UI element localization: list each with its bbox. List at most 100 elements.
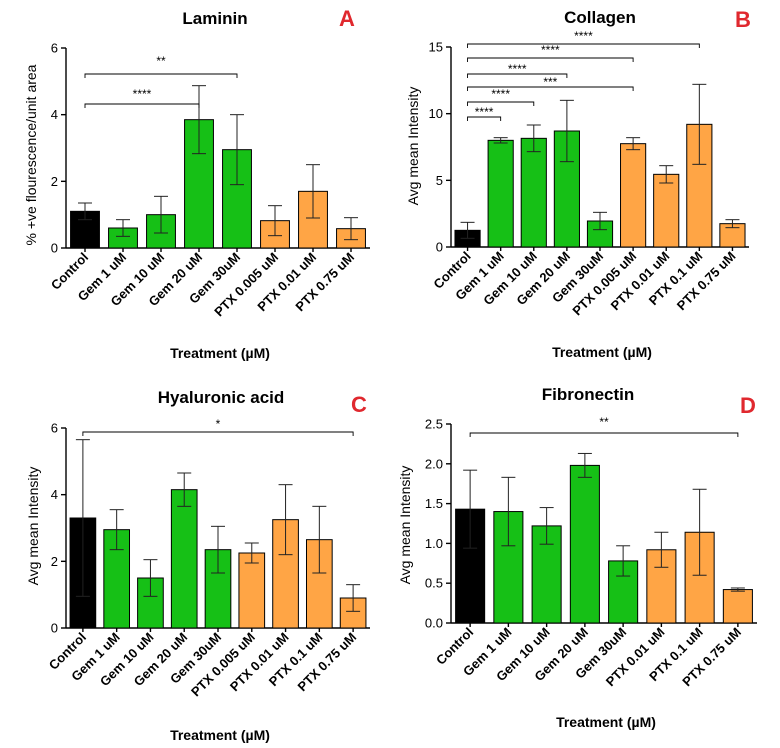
y-axis-label: Avg mean Intensity xyxy=(405,87,421,206)
significance-label: **** xyxy=(491,87,510,101)
y-tick-label: 5 xyxy=(436,173,443,188)
bar xyxy=(569,464,600,624)
bar xyxy=(620,143,647,248)
significance-bracket: **** xyxy=(84,87,200,108)
error-bar xyxy=(463,469,478,549)
y-tick-label: 2.5 xyxy=(425,417,443,432)
error-bar xyxy=(143,559,158,597)
bar xyxy=(520,137,547,248)
significance-label: *** xyxy=(543,75,557,89)
error-bar xyxy=(346,584,361,612)
error-bar xyxy=(78,202,92,221)
y-tick-label: 6 xyxy=(51,421,58,436)
y-axis-label: % +ve flourescence/unit area xyxy=(23,64,39,245)
x-axis-label: Treatment (µM) xyxy=(552,344,652,360)
bar xyxy=(487,139,514,248)
y-tick-label: 0.5 xyxy=(425,576,443,591)
chart-title: Hyaluronic acid xyxy=(158,388,285,407)
error-bar xyxy=(493,137,508,144)
y-tick-label: 1.5 xyxy=(425,496,443,511)
y-tick-label: 1.0 xyxy=(425,536,443,551)
panel-letter: A xyxy=(339,6,355,31)
y-tick-label: 4 xyxy=(51,107,58,122)
error-bar xyxy=(306,164,320,219)
chart-title: Laminin xyxy=(182,9,247,28)
significance-bracket: ** xyxy=(84,54,238,78)
panel-letter: C xyxy=(351,392,367,417)
significance-label: **** xyxy=(508,62,527,76)
chart-title: Collagen xyxy=(564,8,636,27)
y-tick-label: 15 xyxy=(429,40,443,55)
error-bar xyxy=(154,195,168,234)
y-tick-label: 2.0 xyxy=(425,456,443,471)
y-tick-label: 0 xyxy=(51,621,58,636)
chart-panel-c: Hyaluronic acid C Avg mean Intensity Treatm… xyxy=(25,388,370,743)
significance-label: **** xyxy=(541,43,560,57)
error-bar xyxy=(692,83,707,165)
significance-bracket: **** xyxy=(467,62,568,78)
y-tick-label: 2 xyxy=(51,554,58,569)
error-bar xyxy=(526,124,541,153)
y-tick-label: 10 xyxy=(429,106,443,121)
x-axis-label: Treatment (µM) xyxy=(170,727,270,743)
y-axis-label: Avg mean Intensity xyxy=(25,467,41,586)
significance-bracket: **** xyxy=(467,29,700,48)
bar xyxy=(238,552,266,629)
error-bar xyxy=(109,509,124,551)
error-bar xyxy=(501,476,516,547)
significance-label: ** xyxy=(156,54,166,68)
error-bar xyxy=(211,525,225,574)
significance-bracket: ** xyxy=(469,415,739,437)
error-bar xyxy=(539,507,554,545)
error-bar xyxy=(616,545,631,577)
x-axis-label: Treatment (µM) xyxy=(556,714,656,730)
bar xyxy=(653,173,680,248)
error-bar xyxy=(116,219,130,237)
error-bar xyxy=(725,219,740,229)
x-axis-label: Treatment (µM) xyxy=(170,345,270,361)
error-bar xyxy=(230,114,244,186)
chart-title: Fibronectin xyxy=(542,385,635,404)
significance-label: **** xyxy=(133,87,152,101)
y-axis-label: Avg mean Intensity xyxy=(397,466,413,585)
panel-letter: B xyxy=(735,7,751,32)
error-bar xyxy=(177,472,192,507)
error-bar xyxy=(268,205,282,237)
significance-bracket: **** xyxy=(467,105,502,121)
significance-bracket: **** xyxy=(467,87,535,106)
error-bar xyxy=(692,488,707,576)
significance-bracket: **** xyxy=(467,43,634,62)
significance-bracket: * xyxy=(82,417,354,436)
y-tick-label: 0.0 xyxy=(425,616,443,631)
error-bar xyxy=(244,542,259,564)
bar xyxy=(170,489,198,629)
bar xyxy=(608,560,639,624)
error-bar xyxy=(654,531,669,568)
significance-label: ** xyxy=(599,415,609,429)
y-tick-label: 6 xyxy=(51,41,58,56)
significance-label: * xyxy=(216,417,221,431)
y-tick-label: 2 xyxy=(51,174,58,189)
chart-panel-a: Laminin A % +ve flourescence/unit area Trea… xyxy=(23,6,370,361)
error-bar xyxy=(75,439,90,597)
y-tick-label: 4 xyxy=(51,487,58,502)
error-bar xyxy=(626,137,641,151)
error-bar xyxy=(559,99,574,163)
error-bar xyxy=(593,211,607,231)
y-tick-label: 0 xyxy=(51,241,58,256)
bar xyxy=(722,589,753,624)
error-bar xyxy=(577,452,592,478)
chart-panel-b: Collagen B Avg mean Intensity Treatment (µM… xyxy=(405,7,751,360)
error-bar xyxy=(460,221,475,239)
error-bar xyxy=(344,217,358,241)
significance-bracket: *** xyxy=(467,75,634,91)
chart-panel-d: Fibronectin D Avg mean Intensity Treatment … xyxy=(397,385,757,730)
significance-label: **** xyxy=(574,29,593,43)
error-bar xyxy=(312,505,327,574)
error-bar xyxy=(192,85,206,155)
error-bar xyxy=(730,587,745,592)
y-tick-label: 0 xyxy=(436,240,443,255)
error-bar xyxy=(659,165,674,184)
significance-label: **** xyxy=(475,105,494,119)
